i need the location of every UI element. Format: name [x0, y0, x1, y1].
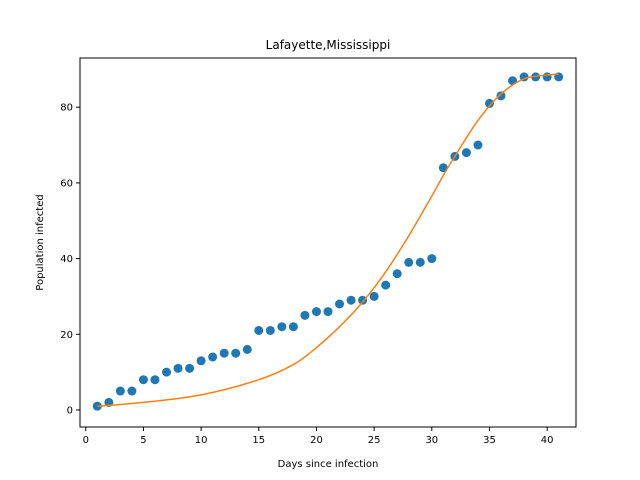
x-tick-label: 35 [483, 435, 496, 446]
data-point [415, 257, 425, 267]
data-point [392, 269, 402, 279]
data-point [461, 148, 471, 158]
y-axis: 0 20 40 60 80 [60, 103, 80, 416]
x-tick-label: 40 [541, 435, 554, 446]
data-point [473, 140, 483, 150]
data-point [358, 295, 368, 305]
data-point [300, 310, 310, 320]
data-point [219, 348, 229, 358]
x-tick-label: 25 [368, 435, 381, 446]
y-tick-label: 80 [60, 103, 73, 114]
y-tick-label: 0 [67, 405, 73, 416]
data-point [288, 322, 298, 332]
data-point [346, 295, 356, 305]
x-tick-label: 30 [425, 435, 438, 446]
data-point [496, 91, 506, 101]
data-point [277, 322, 287, 332]
data-point [369, 291, 379, 301]
y-tick-label: 60 [60, 178, 73, 189]
x-axis-label: Days since infection [278, 459, 379, 470]
data-point [242, 344, 252, 354]
data-point [115, 386, 125, 396]
data-point [162, 367, 172, 377]
data-point [404, 257, 414, 267]
data-point [311, 307, 321, 317]
data-point [127, 386, 137, 396]
data-point [542, 72, 552, 82]
x-tick-label: 15 [252, 435, 265, 446]
plot-area [92, 72, 564, 411]
data-point [231, 348, 241, 358]
x-tick-label: 10 [195, 435, 208, 446]
y-axis-label: Population infected [35, 194, 46, 290]
fitted-curve [97, 73, 559, 407]
y-tick-label: 40 [60, 254, 73, 265]
data-point [427, 254, 437, 264]
x-tick-label: 0 [83, 435, 89, 446]
data-point [335, 299, 345, 309]
data-point [323, 307, 333, 317]
data-point [173, 363, 183, 373]
data-point [438, 163, 448, 173]
x-axis: 0 5 10 15 20 25 30 35 40 [83, 427, 554, 446]
y-tick-label: 20 [60, 330, 73, 341]
axes-frame [79, 57, 577, 428]
x-tick-label: 20 [310, 435, 323, 446]
chart-title: Lafayette,Mississippi [266, 38, 391, 52]
data-point [381, 280, 391, 290]
data-point [138, 375, 148, 385]
data-point [484, 98, 494, 108]
data-point [208, 352, 218, 362]
data-point [185, 363, 195, 373]
data-point [150, 375, 160, 385]
data-point [254, 325, 264, 335]
data-point [196, 356, 206, 366]
x-tick-label: 5 [140, 435, 146, 446]
data-point [265, 325, 275, 335]
